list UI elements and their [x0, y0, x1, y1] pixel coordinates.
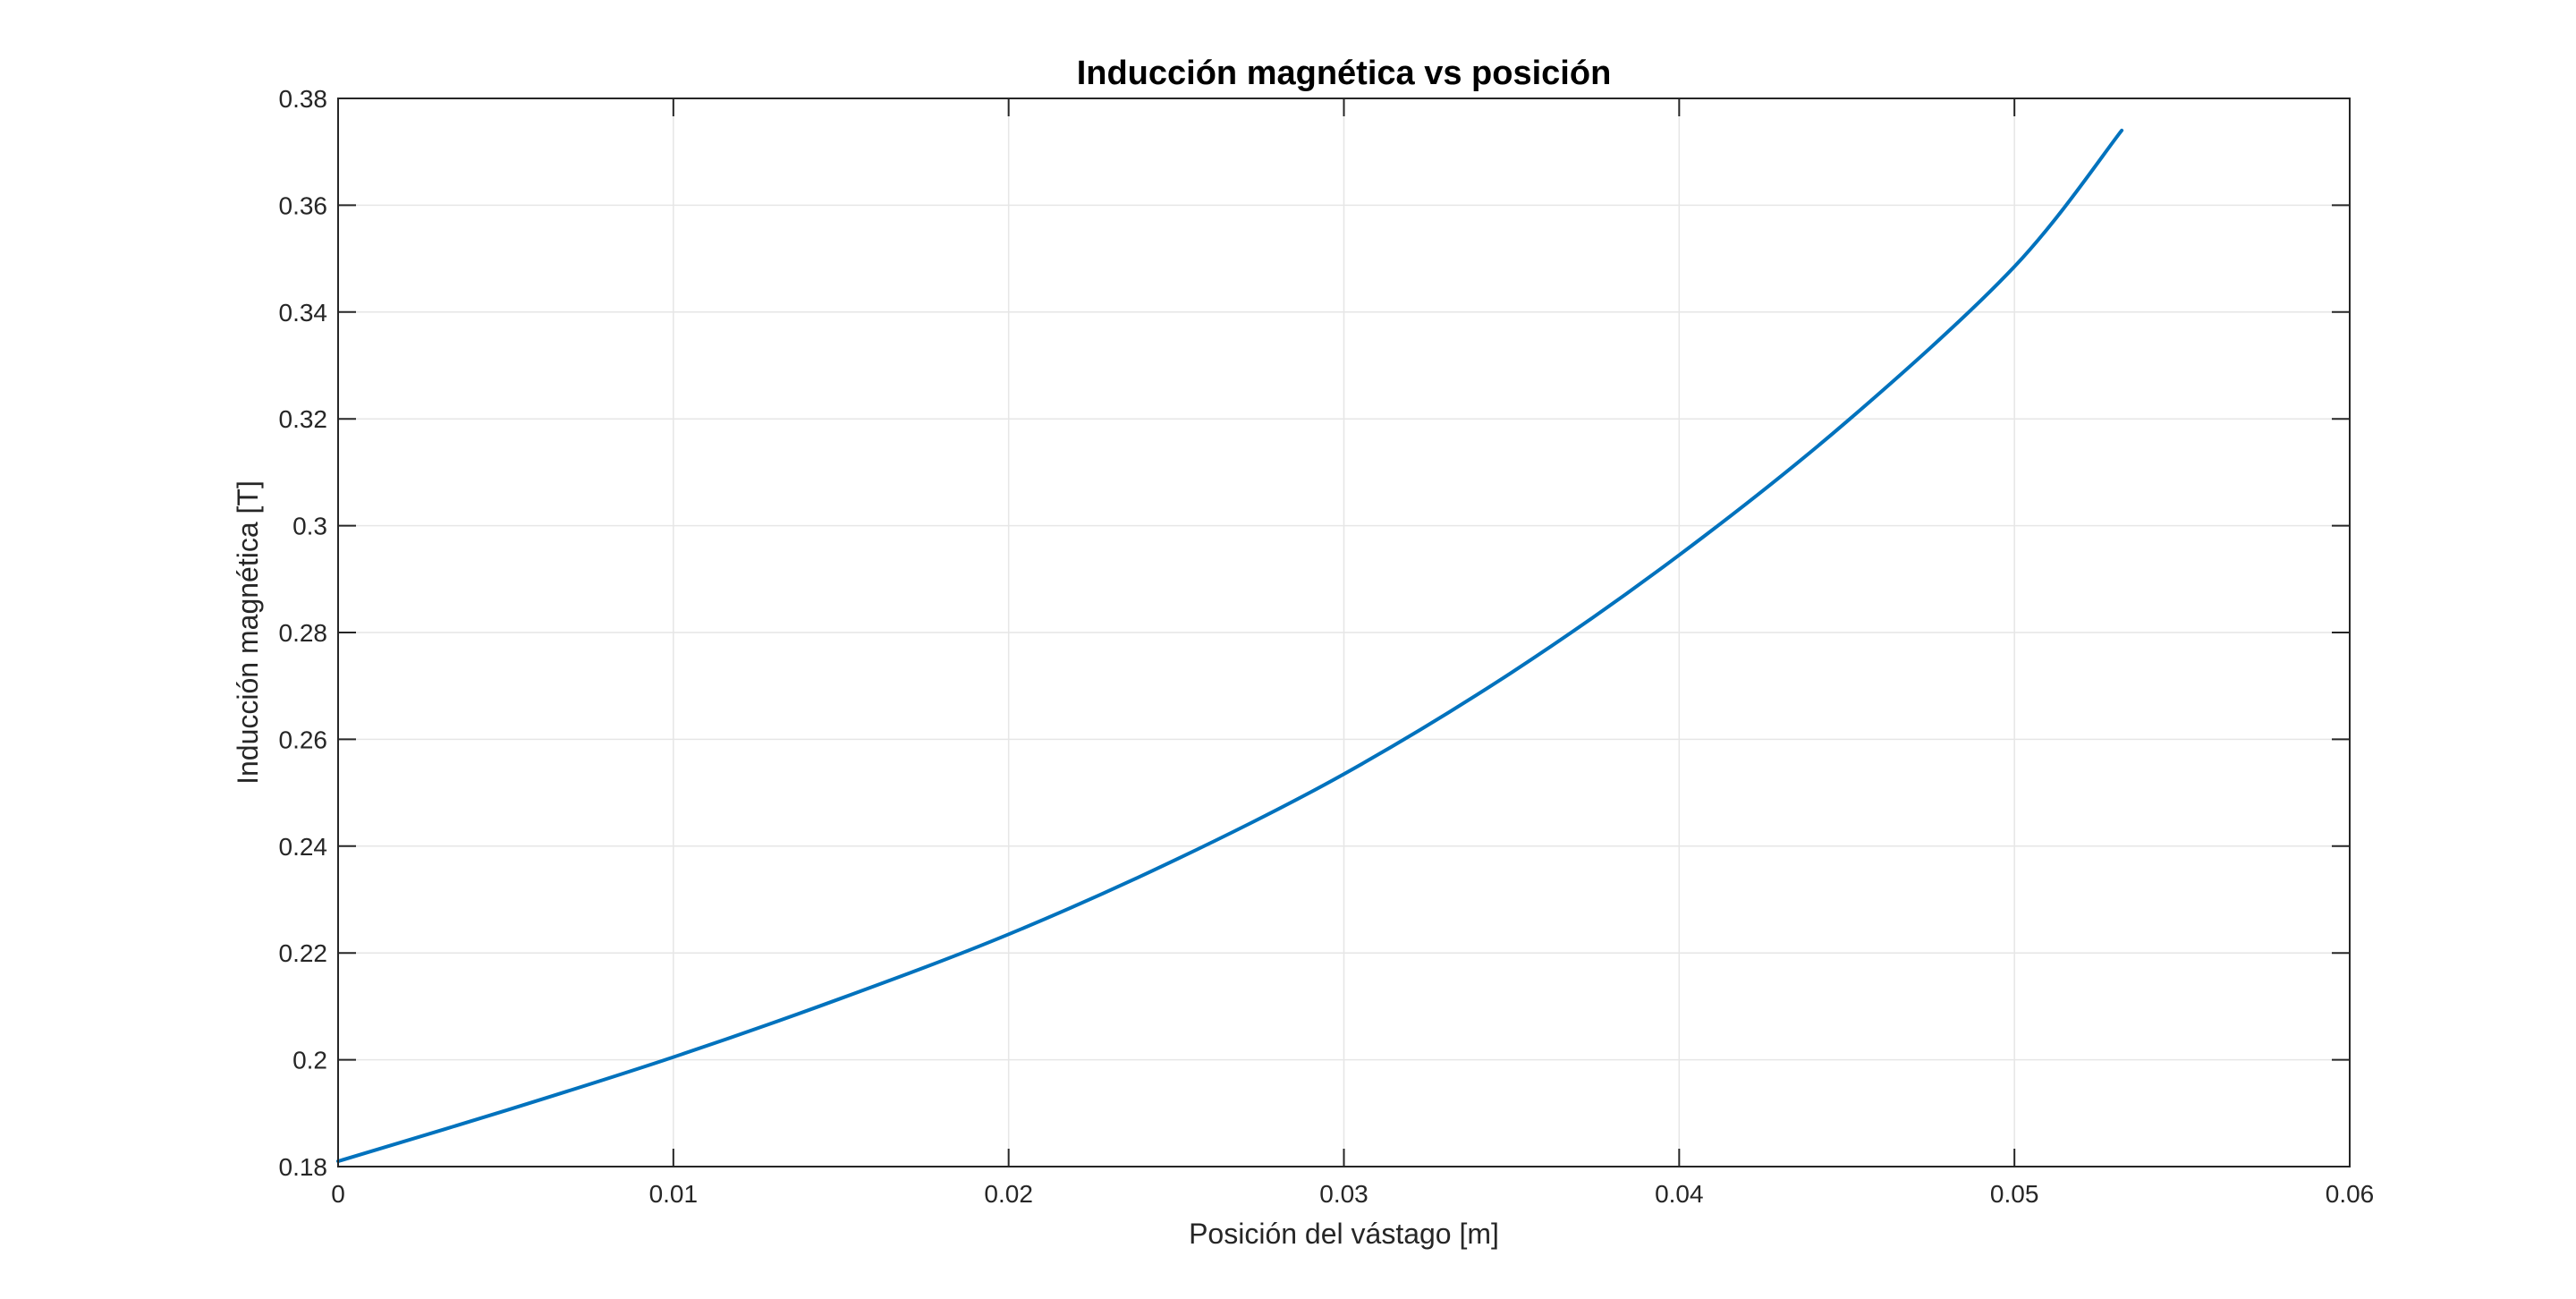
- y-tick-labels: 0.18 0.2 0.22 0.24 0.26 0.28 0.3 0.32 0.34 0.36 0.…: [279, 85, 328, 1181]
- x-tick-label: 0.04: [1655, 1180, 1704, 1208]
- series-line: [336, 128, 2124, 1164]
- x-tick-label: 0.03: [1319, 1180, 1368, 1208]
- x-ticks: [337, 98, 2351, 1167]
- x-tick-labels: 0 0.01 0.02 0.03 0.04 0.05 0.06: [331, 1180, 2374, 1208]
- chart-title: Inducción magnética vs posición: [1077, 55, 1612, 92]
- x-tick-label: 0: [331, 1180, 345, 1208]
- y-axis-label: Inducción magnética [T]: [232, 480, 264, 785]
- y-tick-label: 0.2: [292, 1047, 327, 1074]
- y-tick-label: 0.22: [279, 939, 328, 967]
- y-tick-label: 0.38: [279, 85, 328, 113]
- y-tick-label: 0.24: [279, 833, 328, 861]
- x-tick-label: 0.01: [649, 1180, 699, 1208]
- y-tick-label: 0.3: [292, 513, 327, 540]
- y-tick-label: 0.18: [279, 1153, 328, 1181]
- x-tick-label: 0.05: [1990, 1180, 2039, 1208]
- y-ticks: [338, 98, 2350, 1167]
- y-tick-label: 0.28: [279, 619, 328, 647]
- x-tick-label: 0.06: [2326, 1180, 2375, 1208]
- x-tick-label: 0.02: [984, 1180, 1033, 1208]
- y-tick-label: 0.34: [279, 299, 328, 327]
- y-tick-label: 0.32: [279, 405, 328, 433]
- series-layer: [336, 128, 2124, 1164]
- x-axis-label: Posición del vástago [m]: [1189, 1218, 1499, 1250]
- y-tick-label: 0.26: [279, 726, 328, 753]
- y-tick-label: 0.36: [279, 191, 328, 219]
